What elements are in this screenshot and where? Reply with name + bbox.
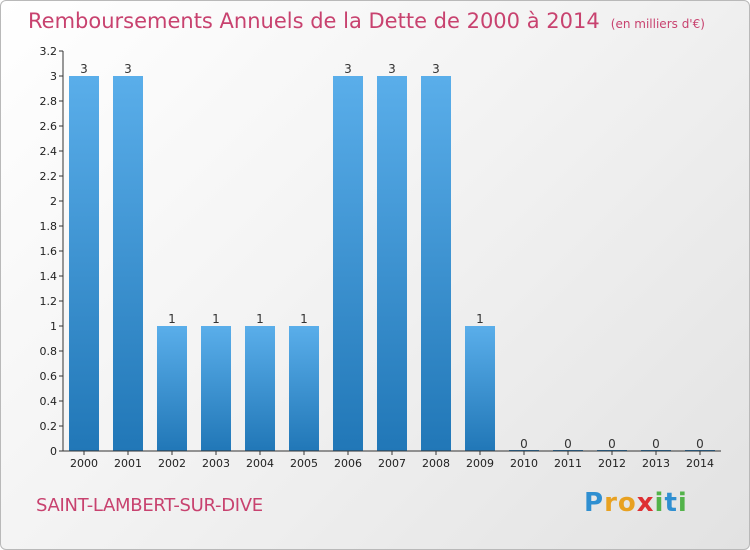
- data-label: 1: [212, 312, 220, 326]
- x-tick-label: 2003: [202, 457, 230, 470]
- y-tick-label: 1.4: [40, 270, 58, 283]
- bar: [333, 76, 363, 451]
- y-tick-label: 2.4: [40, 145, 58, 158]
- bar: [157, 326, 187, 451]
- data-label: 0: [520, 437, 528, 451]
- x-tick-label: 2008: [422, 457, 450, 470]
- y-tick-label: 1.8: [40, 220, 58, 233]
- data-label: 1: [256, 312, 264, 326]
- y-tick-label: 0: [50, 445, 57, 458]
- y-tick-label: 1.2: [40, 295, 58, 308]
- x-tick-label: 2012: [598, 457, 626, 470]
- y-tick-label: 2.6: [40, 120, 58, 133]
- data-label: 1: [300, 312, 308, 326]
- x-tick-label: 2004: [246, 457, 274, 470]
- proxiti-logo: Proxiti: [584, 488, 688, 518]
- x-tick-label: 2009: [466, 457, 494, 470]
- bar: [465, 326, 495, 451]
- logo-letter: o: [617, 488, 637, 518]
- y-tick-label: 1.6: [40, 245, 58, 258]
- logo-letter: r: [604, 488, 618, 518]
- y-tick-label: 1: [50, 320, 57, 333]
- data-label: 3: [80, 62, 88, 76]
- x-tick-label: 2014: [686, 457, 714, 470]
- bar: [289, 326, 319, 451]
- y-tick-label: 3: [50, 70, 57, 83]
- x-tick-label: 2007: [378, 457, 406, 470]
- data-label: 1: [168, 312, 176, 326]
- data-label: 0: [608, 437, 616, 451]
- x-tick-label: 2013: [642, 457, 670, 470]
- logo-letter: x: [636, 488, 655, 518]
- data-label: 1: [476, 312, 484, 326]
- data-label: 0: [564, 437, 572, 451]
- logo-letter: i: [654, 488, 665, 518]
- logo-letter: t: [664, 488, 678, 518]
- bar: [245, 326, 275, 451]
- x-tick-label: 2005: [290, 457, 318, 470]
- data-label: 0: [652, 437, 660, 451]
- data-label: 3: [388, 62, 396, 76]
- bar: [377, 76, 407, 451]
- bar: [69, 76, 99, 451]
- y-tick-label: 2.2: [40, 170, 58, 183]
- x-tick-label: 2011: [554, 457, 582, 470]
- x-tick-label: 2010: [510, 457, 538, 470]
- chart-subtitle: (en milliers d'€): [610, 17, 705, 31]
- data-label: 3: [124, 62, 132, 76]
- x-tick-label: 2002: [158, 457, 186, 470]
- logo-letter: i: [677, 488, 688, 518]
- data-label: 3: [344, 62, 352, 76]
- y-tick-label: 0.2: [40, 420, 58, 433]
- y-tick-label: 2.8: [40, 95, 58, 108]
- y-tick-label: 0.6: [40, 370, 58, 383]
- y-tick-label: 0.4: [40, 395, 58, 408]
- commune-name: SAINT-LAMBERT-SUR-DIVE: [36, 495, 263, 516]
- logo-letter: P: [584, 488, 605, 518]
- y-tick-label: 3.2: [40, 45, 58, 58]
- y-tick-label: 0.8: [40, 345, 58, 358]
- x-tick-label: 2000: [70, 457, 98, 470]
- chart-title: Remboursements Annuels de la Dette de 20…: [28, 9, 600, 33]
- y-tick-label: 2: [50, 195, 57, 208]
- bar: [421, 76, 451, 451]
- data-label: 0: [696, 437, 704, 451]
- bar: [201, 326, 231, 451]
- title-row: Remboursements Annuels de la Dette de 20…: [28, 9, 705, 33]
- bar: [113, 76, 143, 451]
- x-tick-label: 2006: [334, 457, 362, 470]
- data-label: 3: [432, 62, 440, 76]
- x-tick-label: 2001: [114, 457, 142, 470]
